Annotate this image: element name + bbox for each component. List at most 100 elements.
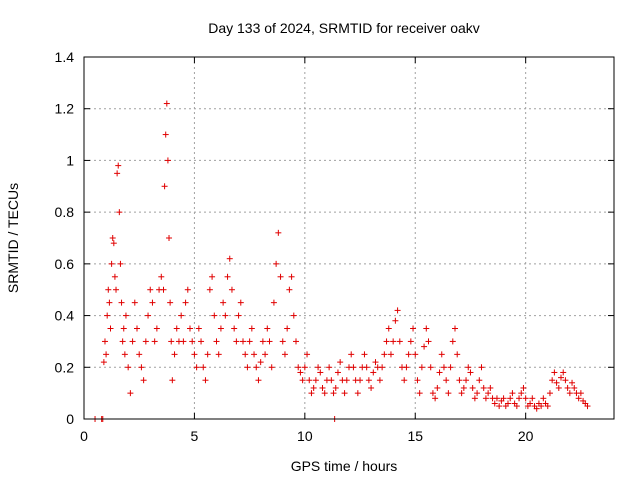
data-point: [321, 390, 328, 397]
data-point: [182, 299, 189, 306]
data-point: [106, 299, 113, 306]
data-point: [228, 286, 235, 293]
data-point: [410, 325, 417, 332]
data-point: [546, 390, 553, 397]
data-point: [458, 390, 465, 397]
data-point: [206, 286, 213, 293]
data-point: [571, 384, 578, 391]
data-point: [162, 131, 169, 138]
data-points: [92, 100, 591, 422]
data-point: [343, 377, 350, 384]
data-point: [560, 369, 567, 376]
data-point: [505, 400, 511, 407]
data-point: [474, 390, 481, 397]
data-point: [136, 351, 143, 358]
data-point: [549, 377, 556, 384]
data-point: [436, 369, 443, 376]
data-point: [454, 351, 461, 358]
data-point: [429, 390, 436, 397]
data-point: [222, 312, 229, 319]
data-point: [555, 384, 562, 391]
data-point: [354, 390, 361, 397]
data-point: [516, 395, 523, 402]
data-point: [142, 338, 149, 345]
data-point: [262, 351, 269, 358]
data-point: [493, 395, 500, 402]
data-point: [496, 403, 503, 410]
data-point: [463, 377, 470, 384]
data-point: [533, 405, 540, 412]
data-point: [385, 325, 392, 332]
y-tick-label: 0.6: [55, 256, 75, 272]
plot-frame: [83, 56, 615, 420]
data-point: [193, 364, 200, 371]
data-point: [116, 209, 123, 216]
data-point: [113, 286, 120, 293]
data-point: [538, 403, 545, 410]
data-point: [160, 286, 167, 293]
data-point: [127, 390, 134, 397]
data-point: [164, 157, 171, 164]
data-point: [151, 338, 158, 345]
data-point: [117, 260, 124, 267]
data-point: [184, 286, 191, 293]
data-point: [242, 351, 249, 358]
data-point: [138, 364, 145, 371]
data-point: [423, 325, 430, 332]
data-point: [558, 374, 564, 381]
y-tick-label: 1.4: [55, 49, 75, 65]
data-point: [421, 343, 428, 350]
data-point: [178, 312, 185, 319]
data-point: [337, 359, 344, 366]
data-point: [379, 364, 386, 371]
data-point: [297, 369, 304, 376]
data-point: [180, 338, 187, 345]
data-point: [372, 359, 379, 366]
data-point: [195, 325, 202, 332]
y-axis-label: SRMTID / TECUs: [5, 183, 21, 293]
data-point: [363, 364, 370, 371]
data-point: [348, 351, 355, 358]
data-point: [259, 338, 266, 345]
data-point: [237, 299, 244, 306]
data-point: [270, 299, 277, 306]
data-point: [456, 377, 463, 384]
data-point: [312, 377, 319, 384]
data-point: [330, 390, 337, 397]
data-point: [440, 364, 447, 371]
data-point: [414, 377, 421, 384]
data-point: [295, 364, 302, 371]
data-point: [551, 369, 558, 376]
data-point: [403, 364, 410, 371]
data-point: [191, 351, 198, 358]
data-point: [264, 325, 271, 332]
data-point: [522, 395, 529, 402]
data-point: [224, 273, 231, 280]
data-point: [562, 377, 569, 384]
data-point: [432, 395, 439, 402]
data-point: [418, 364, 425, 371]
data-point: [217, 325, 224, 332]
data-point: [301, 364, 308, 371]
data-point: [365, 377, 372, 384]
data-point: [396, 338, 403, 345]
data-point: [315, 364, 322, 371]
ticks: 0 0.2 0.4 0.6 0.8 1 1.2 1.4 0 5 10 15 20: [55, 49, 614, 444]
data-point: [460, 384, 467, 391]
data-point: [485, 390, 492, 397]
data-point: [540, 395, 547, 402]
data-point: [482, 395, 489, 402]
data-point: [308, 390, 315, 397]
data-point: [569, 379, 576, 386]
data-point: [518, 390, 525, 397]
data-point: [467, 369, 474, 376]
data-point: [110, 240, 117, 247]
data-point: [281, 351, 288, 358]
data-point: [104, 312, 111, 319]
y-tick-label: 0.2: [55, 359, 75, 375]
data-point: [140, 377, 147, 384]
data-point: [198, 338, 205, 345]
x-tick-label: 0: [80, 428, 88, 444]
data-point: [273, 260, 280, 267]
